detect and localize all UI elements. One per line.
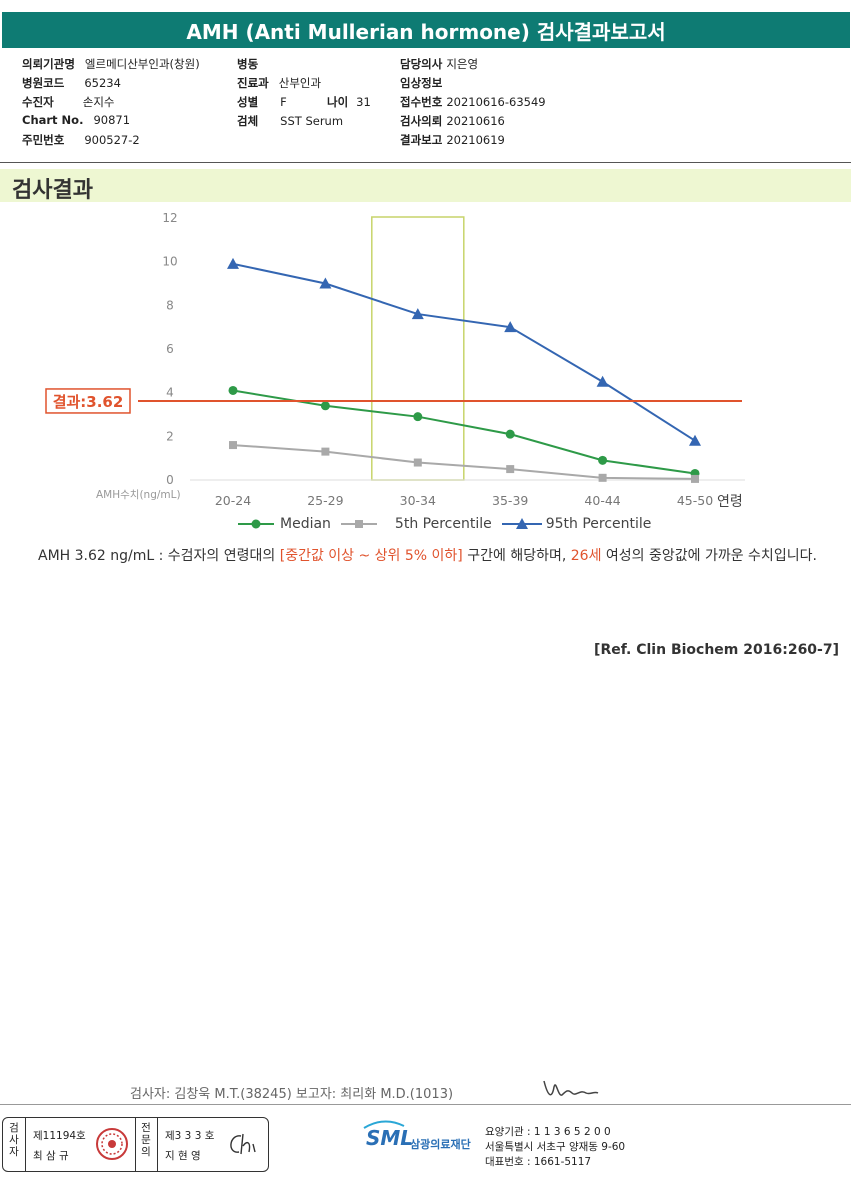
info-row: 병원코드 65234: [22, 76, 121, 90]
reporter-signature: [543, 1080, 599, 1096]
data-point-median: [505, 429, 515, 439]
org-address: 서울특별시 서초구 양재동 9-60: [485, 1141, 626, 1153]
org-code: 요양기관 : 1 1 3 6 5 2 0 0: [485, 1126, 611, 1138]
sign1-name: 최 삼 규: [33, 1150, 69, 1162]
info-row: 성별 F: [237, 95, 287, 109]
data-point-p5: [413, 458, 422, 467]
logo-swoosh-icon: [363, 1120, 405, 1129]
divider: [157, 1118, 158, 1171]
legend-median-label: Median: [280, 516, 331, 532]
age-group-highlight-box: [371, 216, 465, 481]
y-tick-label: 2: [166, 429, 174, 443]
info-row: 주민번호 900527-2: [22, 133, 140, 147]
org-phone: 대표번호 : 1661-5117: [485, 1156, 592, 1168]
data-point-p5: [321, 447, 330, 456]
result-label-box: [45, 388, 131, 414]
series-line-p5: [232, 444, 696, 480]
legend-p5-label: 5th Percentile: [394, 516, 492, 532]
sign2-name: 지 현 영: [165, 1150, 201, 1162]
data-point-p95: [227, 257, 239, 269]
section-bar: [0, 169, 851, 202]
info-row: 접수번호 20210616-63549: [400, 95, 546, 109]
data-point-p95: [319, 277, 332, 289]
info-row: 나이 31: [327, 95, 371, 109]
legend-p95-label: 95th Percentile: [545, 516, 652, 532]
chart-legend: Median 5th Percentile 95th Percentile: [238, 516, 651, 532]
legend-median-marker: [238, 519, 274, 529]
footer-divider: [0, 1104, 851, 1105]
y-tick-label: 6: [166, 342, 174, 356]
info-row: 병동: [237, 57, 259, 71]
info-row: 진료과 산부인과: [237, 76, 322, 90]
x-tick-label: 30-34: [400, 493, 436, 508]
signature-box: 검사자 제11194호 최 삼 규 전문의 제3 3 3 호 지 현 영: [2, 1117, 269, 1172]
x-axis-label: 연령: [717, 494, 743, 510]
divider: [0, 162, 851, 163]
y-axis-label: AMH수치(ng/mL): [96, 489, 181, 501]
x-tick-label: 45-50: [677, 493, 713, 508]
info-row: Chart No. 90871: [22, 113, 131, 127]
series-line-p95: [232, 262, 696, 442]
info-row: 검사의뢰 20210616: [400, 114, 505, 128]
x-tick-label: 35-39: [492, 493, 528, 508]
divider: [25, 1118, 26, 1171]
amh-chart: 0 2 4 6 8 10 12 20-24 25-29 30-34 35-39 40-44 45-50 연…: [45, 211, 745, 510]
data-point-p95: [411, 308, 424, 320]
info-row: 담당의사 지은영: [400, 57, 479, 71]
data-point-median: [598, 455, 608, 465]
divider: [135, 1118, 136, 1171]
data-point-median: [413, 412, 423, 422]
result-summary: AMH 3.62 ng/mL : 수검자의 연령대의 [중간값 이상 ~ 상위 …: [38, 548, 817, 564]
y-tick-label: 0: [166, 473, 174, 487]
y-tick-label: 12: [162, 211, 177, 225]
info-row: 수진자 손지수: [22, 95, 115, 109]
report-title: AMH (Anti Mullerian hormone) 검사결과보고서: [2, 12, 850, 48]
data-point-p95: [689, 434, 701, 446]
patient-info: 의뢰기관명 엘르메디산부인과(창원) 병원코드 65234 수진자 손지수 Chart…: [0, 56, 851, 156]
data-point-p5: [691, 474, 699, 483]
data-point-median: [320, 401, 330, 411]
y-tick-label: 8: [166, 298, 174, 312]
legend-p5-marker: [340, 520, 377, 528]
sign1-role: 검사자: [9, 1122, 19, 1158]
seal-stamp-icon: [96, 1128, 128, 1160]
sign1-number: 제11194호: [33, 1130, 86, 1142]
data-point-p5: [229, 441, 237, 450]
info-row: 결과보고 20210619: [400, 133, 505, 147]
result-label: 결과:3.62: [53, 393, 124, 411]
sign2-number: 제3 3 3 호: [165, 1130, 215, 1142]
sign2-role: 전문의: [141, 1122, 151, 1158]
org-contact: 요양기관 : 1 1 3 6 5 2 0 0 서울특별시 서초구 양재동 9-6…: [485, 1125, 625, 1170]
x-tick-label: 25-29: [307, 493, 343, 508]
legend-p95-marker: [501, 518, 542, 529]
org-logo-text: SML: [366, 1126, 414, 1150]
org-name: 삼광의료재단: [410, 1138, 471, 1151]
data-point-p5: [506, 465, 515, 474]
data-point-median: [228, 385, 238, 395]
reference-citation: [Ref. Clin Biochem 2016:260-7]: [594, 642, 839, 658]
section-title: 검사결과: [12, 178, 93, 203]
data-point-p95: [596, 375, 609, 387]
data-point-p95: [504, 321, 517, 333]
doctor-signature: [230, 1133, 256, 1155]
info-row: 임상정보: [400, 76, 443, 90]
tester-line: 검사자: 김창욱 M.T.(38245) 보고자: 최리화 M.D.(1013): [130, 1087, 454, 1102]
series-line-median: [232, 389, 696, 475]
org-logo: SML: [363, 1120, 414, 1150]
info-row: 검체 SST Serum: [237, 114, 344, 128]
x-tick-label: 20-24: [215, 493, 251, 508]
y-tick-label: 10: [162, 255, 177, 269]
x-tick-label: 40-44: [584, 493, 620, 508]
info-row: 의뢰기관명 엘르메디산부인과(창원): [22, 57, 200, 71]
y-tick-label: 4: [166, 386, 174, 400]
data-point-p5: [598, 473, 607, 482]
